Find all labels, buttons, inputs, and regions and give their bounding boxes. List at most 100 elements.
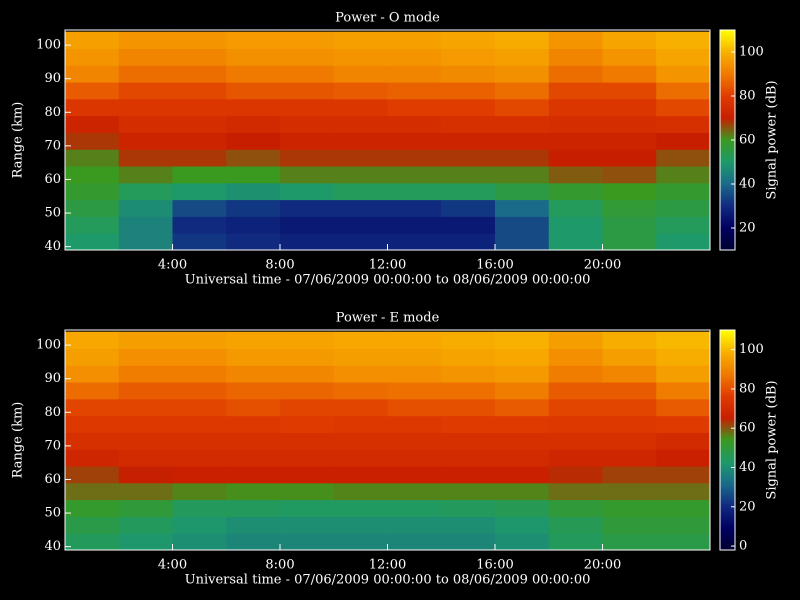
heatmap-cell <box>226 382 281 400</box>
heatmap-cell <box>172 382 227 400</box>
heatmap-cell <box>280 466 335 484</box>
heatmap-cell <box>548 98 603 117</box>
colorbar-tick-label: 0 <box>739 539 747 554</box>
heatmap-cell <box>656 48 711 66</box>
heatmap-cell <box>387 166 442 184</box>
heatmap-cell <box>172 348 227 366</box>
heatmap-cell <box>333 449 388 467</box>
heatmap-cell <box>226 348 281 366</box>
heatmap-cell <box>495 499 550 517</box>
heatmap-cell <box>387 466 442 484</box>
heatmap-cell <box>495 466 550 484</box>
heatmap-cell <box>602 331 657 349</box>
heatmap-cell <box>226 432 281 450</box>
heatmap-cell <box>65 482 120 501</box>
heatmap-cell <box>226 533 281 551</box>
x-tick-label: 4:00 <box>158 558 187 573</box>
heatmap-cell <box>495 482 550 501</box>
heatmap-cell <box>118 132 173 150</box>
heatmap-cell <box>387 82 442 100</box>
heatmap-cell <box>118 31 173 49</box>
y-tick-label: 100 <box>36 38 61 53</box>
heatmap-cell <box>226 415 281 433</box>
heatmap-cell <box>656 199 711 217</box>
heatmap-cell <box>280 48 335 66</box>
heatmap-cell <box>548 432 603 450</box>
heatmap-cell <box>656 216 711 234</box>
heatmap-cell <box>118 415 173 433</box>
colorbar-tick-label: 40 <box>739 177 756 192</box>
heatmap-cell <box>602 482 657 501</box>
heatmap-cell <box>333 166 388 184</box>
heatmap-cell <box>495 115 550 133</box>
heatmap-cell <box>548 533 603 551</box>
x-tick-label: 20:00 <box>584 558 621 573</box>
heatmap-cell <box>387 382 442 400</box>
heatmap-cell <box>602 149 657 167</box>
heatmap-cell <box>548 115 603 133</box>
heatmap-cell <box>118 115 173 133</box>
heatmap-cell <box>172 533 227 551</box>
heatmap-cell <box>333 182 388 201</box>
colorbar-label: Signal power (dB) <box>765 380 780 499</box>
heatmap-cell <box>495 166 550 184</box>
heatmap-cell <box>548 466 603 484</box>
heatmap-cell <box>65 199 120 217</box>
heatmap-cell <box>226 365 281 383</box>
heatmap-cell <box>441 331 496 349</box>
heatmap-cell <box>548 82 603 100</box>
heatmap-cell <box>387 31 442 49</box>
colorbar-tick-label: 20 <box>739 499 756 514</box>
heatmap-cell <box>172 499 227 517</box>
heatmap-cell <box>387 449 442 467</box>
heatmap-cell <box>495 48 550 66</box>
heatmap-cell <box>602 182 657 201</box>
heatmap-cell <box>602 199 657 217</box>
heatmap-cell <box>602 115 657 133</box>
heatmap-cell <box>602 432 657 450</box>
colorbar-tick-label: 100 <box>739 45 764 60</box>
y-tick-label: 80 <box>44 105 61 120</box>
heatmap-cell <box>441 98 496 117</box>
heatmap-cell <box>656 65 711 83</box>
heatmap-cell <box>656 382 711 400</box>
heatmap-cell <box>495 233 550 251</box>
heatmap-cell <box>280 499 335 517</box>
heatmap-cell <box>280 533 335 551</box>
heatmap-cell <box>118 482 173 501</box>
heatmap-cell <box>226 331 281 349</box>
heatmap-cell <box>172 432 227 450</box>
heatmap-cell <box>280 182 335 201</box>
heatmap-cell <box>387 233 442 251</box>
heatmap-cell <box>172 132 227 150</box>
x-tick-label: 12:00 <box>369 558 406 573</box>
heatmap-cell <box>118 365 173 383</box>
colorbar <box>719 329 736 551</box>
heatmap-cell <box>65 365 120 383</box>
heatmap-cell <box>441 166 496 184</box>
heatmap-cell <box>118 233 173 251</box>
heatmap-cell <box>495 331 550 349</box>
heatmap-cell <box>118 149 173 167</box>
heatmap-cell <box>441 466 496 484</box>
heatmap-cell <box>441 432 496 450</box>
heatmap-cell <box>118 82 173 100</box>
heatmap-cell <box>65 48 120 66</box>
heatmap-cell <box>226 48 281 66</box>
heatmap-cell <box>548 149 603 167</box>
heatmap-cell <box>118 533 173 551</box>
heatmap-cell <box>387 365 442 383</box>
heatmap-cell <box>656 516 711 534</box>
heatmap-cell <box>387 65 442 83</box>
heatmap-cell <box>656 365 711 383</box>
heatmap-cell <box>441 149 496 167</box>
heatmap-cell <box>602 516 657 534</box>
heatmap-cell <box>441 482 496 501</box>
heatmap-cell <box>333 233 388 251</box>
heatmap-cell <box>495 432 550 450</box>
heatmap-cell <box>280 149 335 167</box>
heatmap-cell <box>118 466 173 484</box>
y-tick-label: 60 <box>44 172 61 187</box>
heatmap-cell <box>387 432 442 450</box>
heatmap-cell <box>333 348 388 366</box>
